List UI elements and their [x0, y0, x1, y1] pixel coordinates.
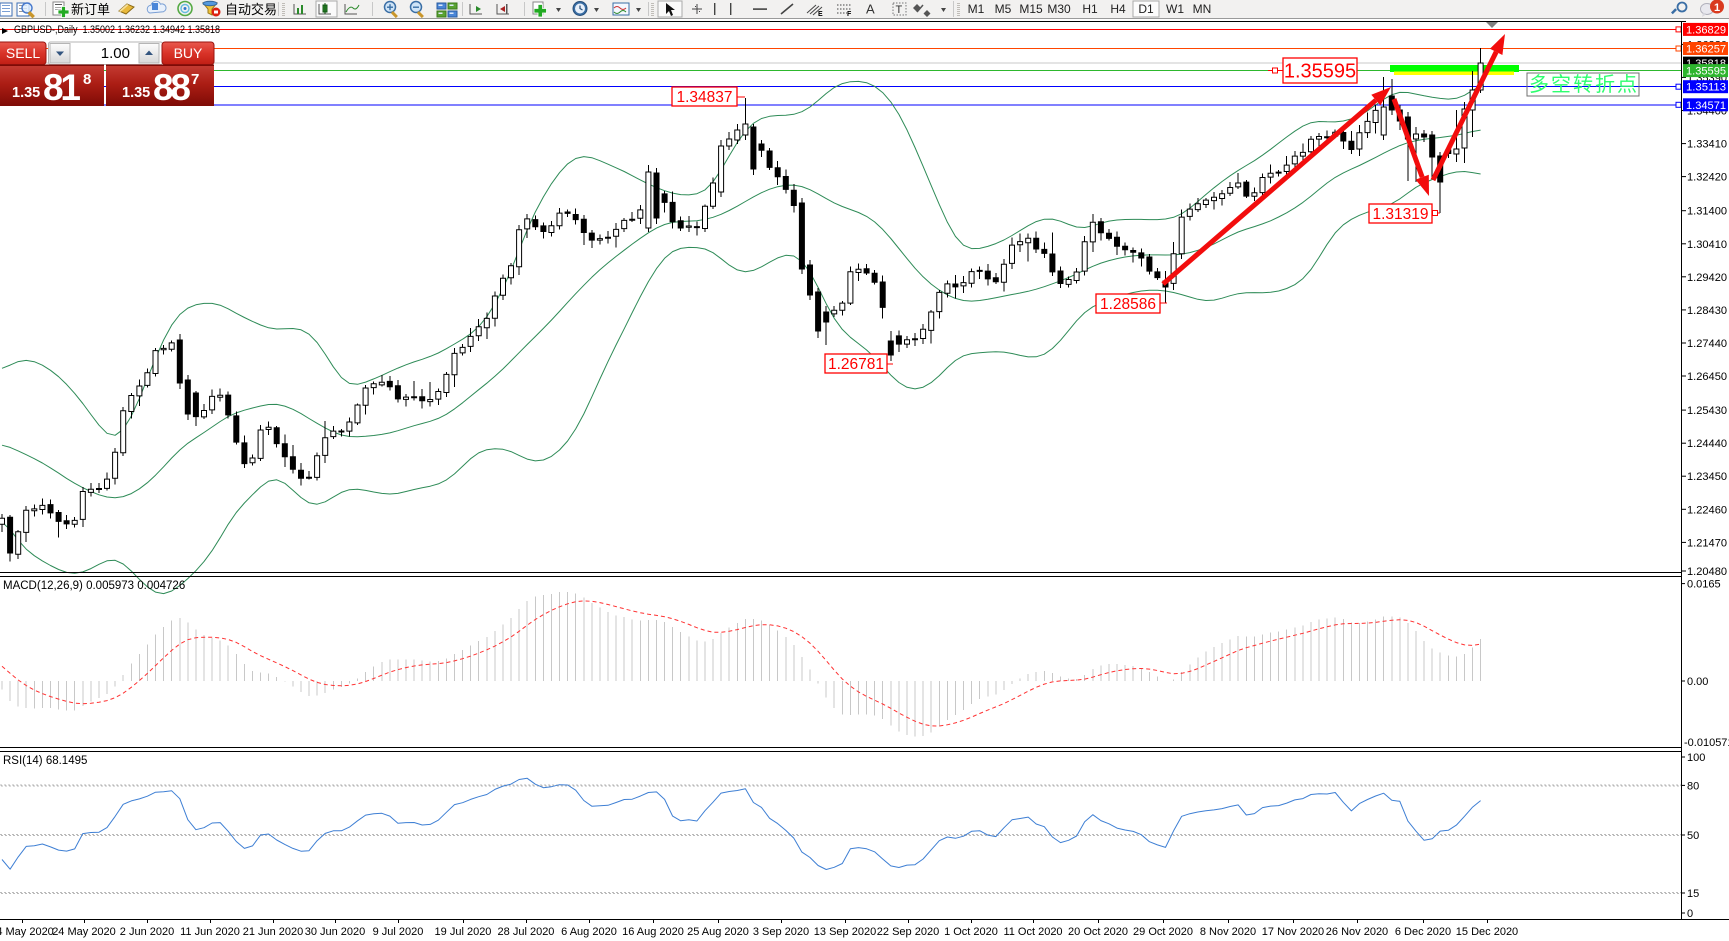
svg-text:1.32420: 1.32420 — [1687, 172, 1727, 184]
svg-text:1.33410: 1.33410 — [1687, 139, 1727, 151]
svg-text:8: 8 — [83, 71, 91, 88]
svg-text:GBPUSD-,Daily 1.35002 1.36232: GBPUSD-,Daily 1.35002 1.36232 1.34942 1.… — [14, 24, 220, 36]
svg-text:D1: D1 — [1138, 2, 1154, 16]
svg-text:1.00: 1.00 — [101, 45, 130, 62]
svg-text:M1: M1 — [968, 2, 985, 16]
svg-text:6 Aug 2020: 6 Aug 2020 — [561, 926, 617, 938]
svg-text:MN: MN — [1193, 2, 1212, 16]
svg-text:8 Nov 2020: 8 Nov 2020 — [1200, 926, 1256, 938]
svg-text:1.21470: 1.21470 — [1687, 537, 1727, 549]
svg-text:T: T — [896, 4, 903, 16]
svg-text:RSI(14) 68.1495: RSI(14) 68.1495 — [3, 755, 87, 767]
svg-text:28 Jul 2020: 28 Jul 2020 — [498, 926, 555, 938]
svg-text:9 Jul 2020: 9 Jul 2020 — [373, 926, 424, 938]
svg-text:1.34571: 1.34571 — [1686, 100, 1726, 112]
svg-text:1.25430: 1.25430 — [1687, 405, 1727, 417]
svg-text:SELL: SELL — [6, 45, 40, 61]
svg-text:BUY: BUY — [174, 45, 203, 61]
svg-text:1.24440: 1.24440 — [1687, 438, 1727, 450]
svg-text:1.22460: 1.22460 — [1687, 504, 1727, 516]
svg-text:50: 50 — [1687, 830, 1699, 842]
svg-text:1.36257: 1.36257 — [1686, 44, 1726, 56]
svg-text:H4: H4 — [1110, 2, 1126, 16]
svg-text:1.29420: 1.29420 — [1687, 272, 1727, 284]
svg-text:88: 88 — [153, 67, 191, 108]
svg-text:0.00: 0.00 — [1687, 676, 1708, 688]
svg-text:1.36829: 1.36829 — [1686, 24, 1726, 36]
svg-text:M15: M15 — [1019, 2, 1043, 16]
svg-text:13 Sep 2020: 13 Sep 2020 — [814, 926, 876, 938]
svg-text:H1: H1 — [1082, 2, 1098, 16]
svg-text:2 Jun 2020: 2 Jun 2020 — [120, 926, 174, 938]
svg-text:1.20480: 1.20480 — [1687, 566, 1727, 578]
svg-text:1.28586: 1.28586 — [1100, 296, 1156, 313]
svg-text:1.35: 1.35 — [12, 85, 40, 101]
svg-text:11 Jun 2020: 11 Jun 2020 — [180, 926, 240, 938]
svg-text:100: 100 — [1687, 752, 1705, 764]
svg-text:14 May 2020: 14 May 2020 — [0, 926, 54, 938]
svg-text:24 May 2020: 24 May 2020 — [52, 926, 116, 938]
svg-text:1.31319: 1.31319 — [1372, 206, 1428, 223]
svg-text:1.27440: 1.27440 — [1687, 338, 1727, 350]
svg-text:20 Oct 2020: 20 Oct 2020 — [1068, 926, 1128, 938]
svg-text:E: E — [818, 11, 823, 18]
svg-text:1.23450: 1.23450 — [1687, 471, 1727, 483]
svg-text:19 Jul 2020: 19 Jul 2020 — [435, 926, 492, 938]
svg-text:3 Sep 2020: 3 Sep 2020 — [753, 926, 809, 938]
svg-text:1.34837: 1.34837 — [676, 89, 732, 106]
svg-text:30 Jun 2020: 30 Jun 2020 — [305, 926, 366, 938]
svg-text:7: 7 — [191, 71, 199, 88]
svg-text:MACD(12,26,9) 0.005973 0.00472: MACD(12,26,9) 0.005973 0.004726 — [3, 580, 185, 592]
svg-text:1.28430: 1.28430 — [1687, 305, 1727, 317]
svg-text:1.35595: 1.35595 — [1686, 66, 1726, 78]
svg-text:17 Nov 2020: 17 Nov 2020 — [1262, 926, 1324, 938]
svg-text:F: F — [847, 11, 852, 18]
svg-text:0.0165: 0.0165 — [1687, 579, 1721, 591]
svg-text:1.26781: 1.26781 — [828, 356, 884, 373]
svg-text:80: 80 — [1687, 780, 1699, 792]
svg-text:多空转折点: 多空转折点 — [1529, 73, 1639, 96]
svg-text:11 Oct 2020: 11 Oct 2020 — [1003, 926, 1062, 938]
svg-text:1.26450: 1.26450 — [1687, 371, 1727, 383]
svg-text:1.35595: 1.35595 — [1284, 61, 1356, 83]
svg-text:22 Sep 2020: 22 Sep 2020 — [877, 926, 939, 938]
svg-text:26 Nov 2020: 26 Nov 2020 — [1326, 926, 1388, 938]
svg-text:16 Aug 2020: 16 Aug 2020 — [622, 926, 684, 938]
svg-text:M5: M5 — [995, 2, 1012, 16]
svg-text:1.35113: 1.35113 — [1686, 82, 1726, 94]
svg-text:1.30410: 1.30410 — [1687, 239, 1727, 251]
svg-text:自动交易: 自动交易 — [225, 2, 277, 17]
svg-text:1 Oct 2020: 1 Oct 2020 — [944, 926, 998, 938]
svg-text:29 Oct 2020: 29 Oct 2020 — [1133, 926, 1193, 938]
svg-text:A: A — [866, 2, 875, 17]
svg-text:21 Jun 2020: 21 Jun 2020 — [243, 926, 304, 938]
svg-text:1: 1 — [1714, 2, 1720, 14]
svg-text:15 Dec 2020: 15 Dec 2020 — [1456, 926, 1518, 938]
svg-text:M30: M30 — [1047, 2, 1071, 16]
svg-text:0: 0 — [1687, 908, 1693, 920]
svg-text:6 Dec 2020: 6 Dec 2020 — [1395, 926, 1451, 938]
svg-text:新订单: 新订单 — [71, 2, 110, 17]
svg-text:W1: W1 — [1166, 2, 1184, 16]
svg-text:15: 15 — [1687, 888, 1699, 900]
svg-text:25 Aug 2020: 25 Aug 2020 — [687, 926, 749, 938]
svg-text:-0.010571: -0.010571 — [1684, 737, 1729, 749]
svg-text:81: 81 — [43, 67, 81, 108]
svg-text:1.31400: 1.31400 — [1687, 206, 1727, 218]
svg-text:1.35: 1.35 — [122, 85, 150, 101]
